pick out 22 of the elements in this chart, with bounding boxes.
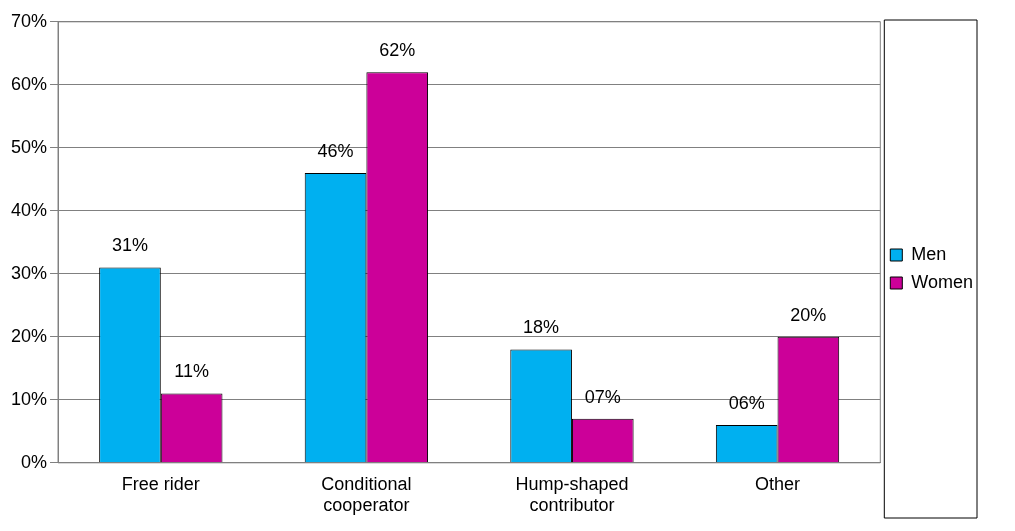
data-label: 07% [584,386,621,407]
x-tick-label: Free rider [121,473,200,494]
y-tick-label: 40% [11,199,48,220]
x-tick-label: Other [755,473,801,494]
y-tick-label: 60% [11,73,48,94]
y-tick-label: 50% [11,136,48,157]
y-tick-label: 70% [11,10,48,31]
legend-label: Women [911,271,974,292]
y-tick-label: 20% [11,325,48,346]
data-label: 20% [790,304,827,325]
x-tick-label: Conditional cooperator [321,473,412,516]
x-tick-label: Hump-shaped contributor [515,473,629,516]
legend-label: Men [911,243,947,264]
y-tick-label: 30% [11,262,48,283]
y-tick-label: 10% [11,388,48,409]
data-label: 46% [317,140,354,161]
data-label: 06% [728,392,765,413]
data-label: 31% [111,235,148,256]
y-tick-label: 0% [21,451,48,472]
data-label: 18% [523,317,560,338]
data-label: 62% [379,40,416,61]
data-label: 11% [174,361,209,382]
